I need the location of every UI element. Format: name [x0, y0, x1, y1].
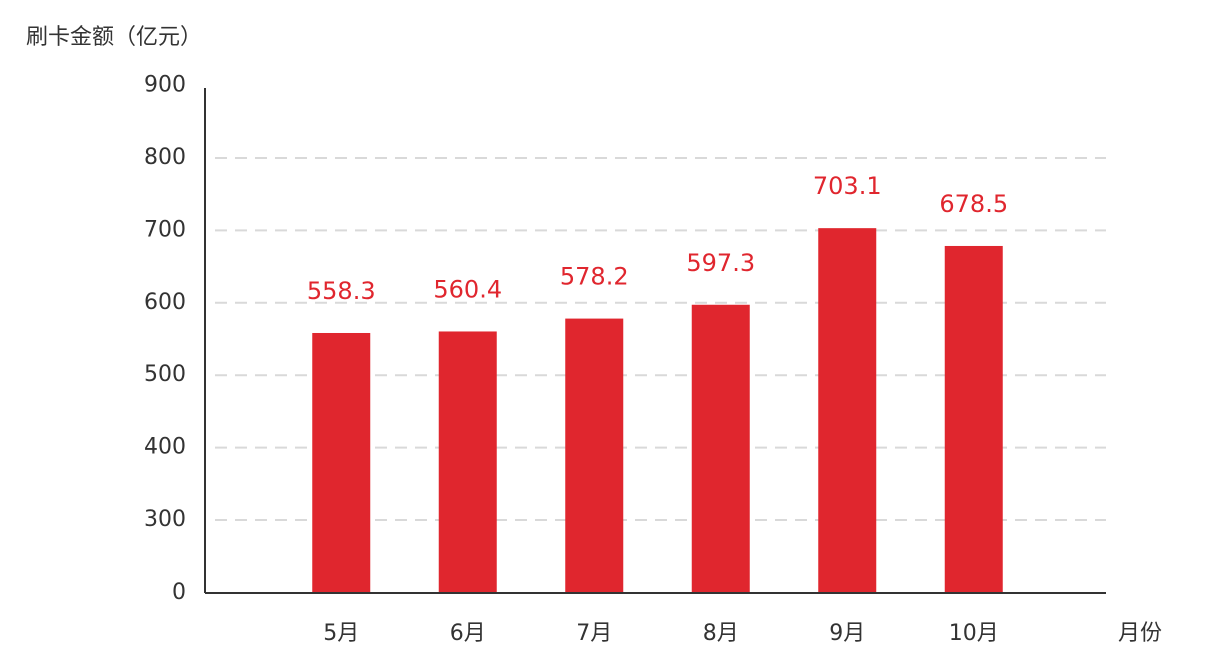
- x-tick-label: 8月: [703, 621, 739, 646]
- bar: [438, 331, 497, 593]
- x-tick-label: 10月: [949, 621, 999, 646]
- bar: [312, 332, 371, 593]
- data-labels: 558.3 560.4 578.2 597.3 703.1 678.5: [307, 172, 1008, 305]
- x-axis-title: 月份: [1118, 621, 1162, 646]
- x-tick-label: 9月: [829, 621, 865, 646]
- x-tick-label: 6月: [450, 621, 486, 646]
- x-tick-label: 5月: [323, 621, 359, 646]
- y-tick-label: 500: [144, 362, 186, 387]
- y-tick-label: 800: [144, 145, 186, 170]
- bar: [691, 304, 750, 593]
- y-tick-label: 700: [144, 217, 186, 242]
- bar: [565, 318, 624, 593]
- y-axis-title: 刷卡金额（亿元）: [26, 25, 202, 50]
- y-tick-label: 300: [144, 507, 186, 532]
- x-tick-label: 7月: [576, 621, 612, 646]
- bar: [944, 245, 1003, 593]
- data-label: 678.5: [939, 190, 1008, 218]
- y-tick-label: 900: [144, 73, 186, 98]
- y-tick-label: 0: [172, 580, 186, 605]
- y-tick-labels: 0 300 400 500 600 700 800 900: [144, 73, 186, 605]
- x-tick-labels: 5月 6月 7月 8月 9月 10月: [323, 621, 999, 646]
- y-tick-label: 600: [144, 290, 186, 315]
- data-label: 558.3: [307, 277, 376, 305]
- y-tick-label: 400: [144, 435, 186, 460]
- bars: [312, 228, 1003, 594]
- data-label: 597.3: [686, 249, 755, 277]
- data-label: 703.1: [813, 172, 882, 200]
- bar: [818, 228, 877, 594]
- data-label: 578.2: [560, 263, 629, 291]
- data-label: 560.4: [433, 275, 502, 303]
